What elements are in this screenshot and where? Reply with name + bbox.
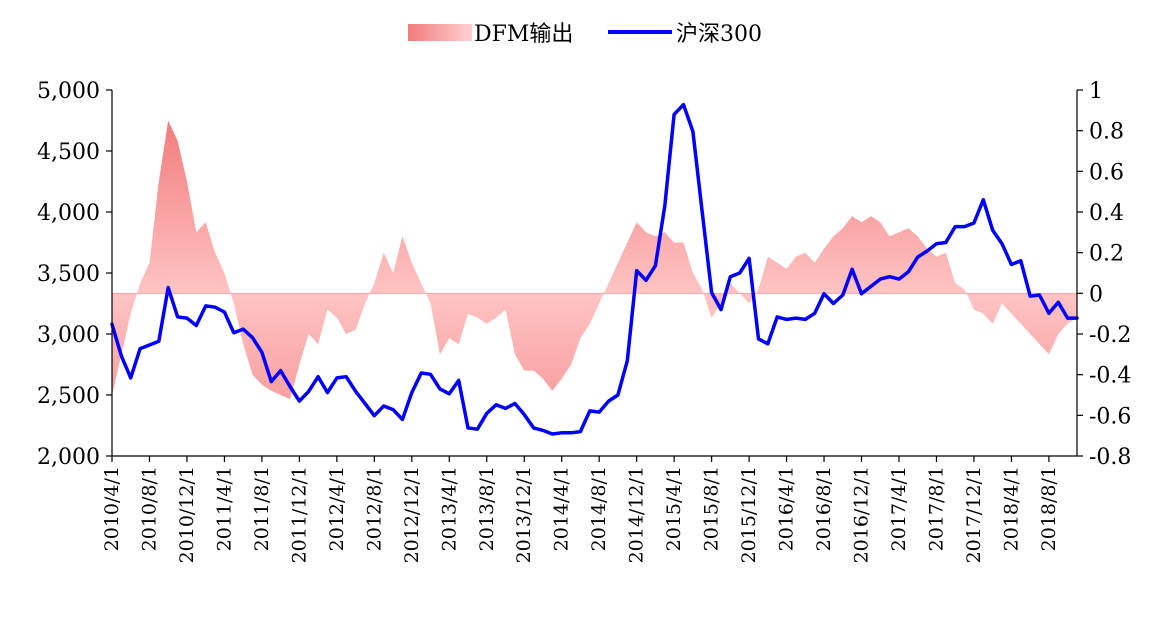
y-right-tick-label: 0.2 [1089, 242, 1124, 267]
x-tick-label: 2013/8/1 [476, 466, 498, 551]
y-left-tick-label: 2,000 [37, 445, 100, 470]
x-tick-label: 2010/12/1 [176, 466, 198, 563]
x-tick-label: 2016/8/1 [813, 466, 835, 551]
x-tick-label: 2010/4/1 [101, 466, 123, 551]
y-left-tick-label: 2,500 [37, 384, 100, 409]
hs300-line [110, 102, 1079, 436]
y-right-tick-label: 1 [1089, 79, 1103, 104]
x-tick-label: 2015/12/1 [738, 466, 760, 563]
y-right-tick-label: -0.2 [1089, 323, 1131, 348]
x-tick-label: 2012/8/1 [363, 466, 385, 551]
x-tick-label: 2011/12/1 [288, 466, 310, 563]
dfm-area [112, 120, 1077, 400]
hs300-line-layer [110, 102, 1079, 436]
x-tick-label: 2018/4/1 [1000, 466, 1022, 551]
y-right-tick-label: -0.6 [1089, 404, 1131, 429]
x-tick-label: 2013/12/1 [513, 466, 535, 563]
legend-swatch-dfm [408, 24, 472, 41]
y-right-tick-label: 0.6 [1089, 160, 1124, 185]
x-tick-label: 2015/8/1 [701, 466, 723, 551]
y-left-tick-label: 5,000 [37, 79, 100, 104]
x-tick-label: 2017/12/1 [963, 466, 985, 563]
y-left-tick-label: 3,500 [37, 262, 100, 287]
x-tick-label: 2017/8/1 [925, 466, 947, 551]
x-tick-label: 2014/8/1 [588, 466, 610, 551]
x-tick-label: 2014/4/1 [551, 466, 573, 551]
y-right-tick-label: -0.4 [1089, 364, 1131, 389]
axes: 2,000 2,500 3,000 3,500 4,000 4,500 5,000 -0.8 -… [37, 79, 1131, 563]
y-right-tick-label: 0 [1089, 282, 1103, 307]
y-right-tick-label: 0.4 [1089, 201, 1124, 226]
x-tick-label: 2011/4/1 [213, 466, 235, 551]
x-tick-label: 2017/4/1 [888, 466, 910, 551]
x-tick-label: 2016/12/1 [851, 466, 873, 563]
x-tick-label: 2012/4/1 [326, 466, 348, 551]
x-tick-label: 2013/4/1 [438, 466, 460, 551]
y-right-tick-label: -0.8 [1089, 445, 1131, 470]
x-tick-label: 2016/4/1 [776, 466, 798, 551]
dfm-area-layer [112, 120, 1077, 400]
x-tick-label: 2014/12/1 [626, 466, 648, 563]
legend-label-hs300: 沪深300 [676, 22, 762, 47]
x-tick-label: 2011/8/1 [251, 466, 273, 551]
y-right-tick-label: 0.8 [1089, 120, 1124, 145]
x-tick-label: 2012/12/1 [401, 466, 423, 563]
x-tick-label: 2018/8/1 [1038, 466, 1060, 551]
x-tick-label: 2015/4/1 [663, 466, 685, 551]
legend-label-dfm: DFM输出 [474, 22, 573, 47]
y-left-tick-label: 3,000 [37, 323, 100, 348]
y-left-tick-label: 4,500 [37, 140, 100, 165]
legend: DFM输出 沪深300 [408, 22, 762, 47]
x-tick-label: 2010/8/1 [138, 466, 160, 551]
y-left-tick-label: 4,000 [37, 201, 100, 226]
